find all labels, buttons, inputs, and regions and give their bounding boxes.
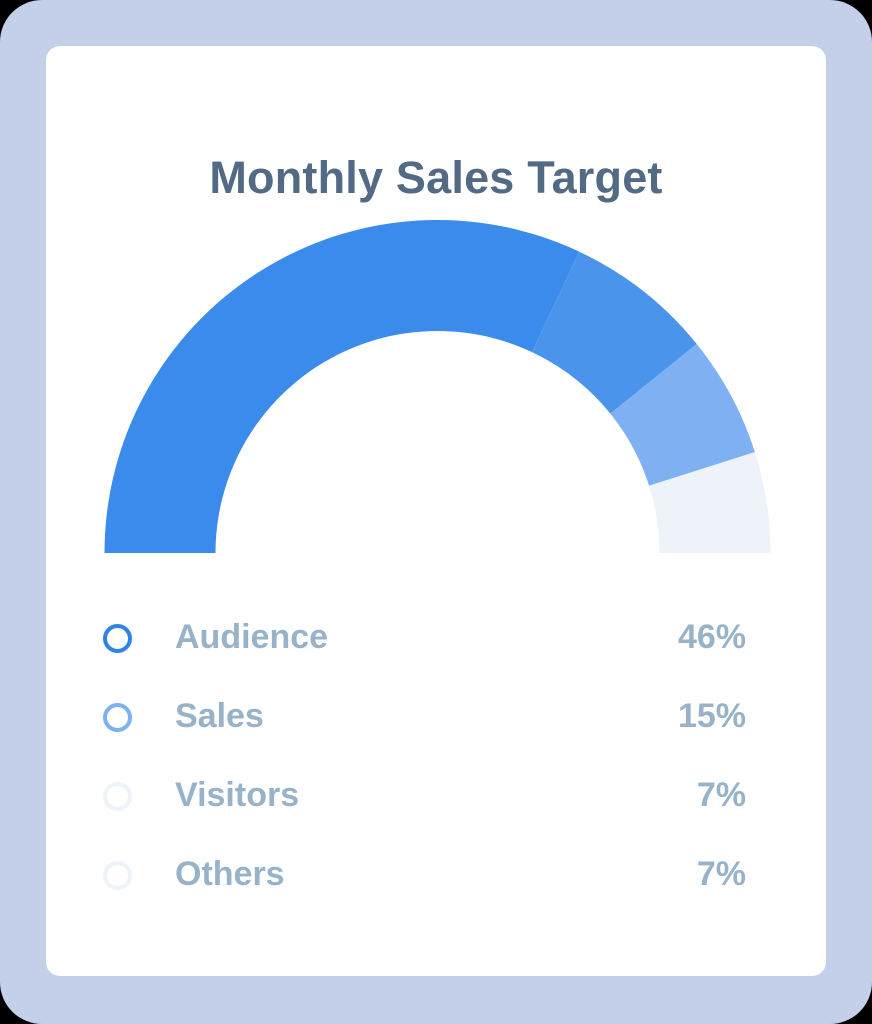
legend-label: Audience bbox=[175, 618, 329, 656]
legend-marker-circle-icon bbox=[103, 624, 132, 653]
legend-value: 7% bbox=[696, 855, 746, 893]
gauge-segment-others[interactable] bbox=[649, 452, 771, 553]
legend-item-visitors[interactable]: Visitors 7% bbox=[100, 767, 750, 827]
legend-value: 15% bbox=[677, 697, 746, 735]
legend-item-audience[interactable]: Audience 46% bbox=[100, 609, 750, 669]
legend-label: Others bbox=[175, 855, 285, 893]
legend-marker-circle-icon bbox=[103, 782, 132, 811]
gauge-segment-sales[interactable] bbox=[532, 251, 697, 414]
legend-item-others[interactable]: Others 7% bbox=[100, 846, 750, 906]
chart-title: Monthly Sales Target bbox=[209, 152, 663, 203]
legend-marker-circle-icon bbox=[103, 861, 132, 890]
legend-value: 46% bbox=[677, 618, 746, 656]
legend-marker-circle-icon bbox=[103, 703, 132, 732]
gauge-segment-audience[interactable] bbox=[104, 219, 580, 554]
legend-item-sales[interactable]: Sales 15% bbox=[100, 688, 750, 748]
gauge-segment-visitors[interactable] bbox=[610, 343, 755, 486]
legend-value: 7% bbox=[696, 776, 746, 814]
legend-label: Sales bbox=[175, 697, 264, 735]
legend-label: Visitors bbox=[175, 776, 300, 814]
